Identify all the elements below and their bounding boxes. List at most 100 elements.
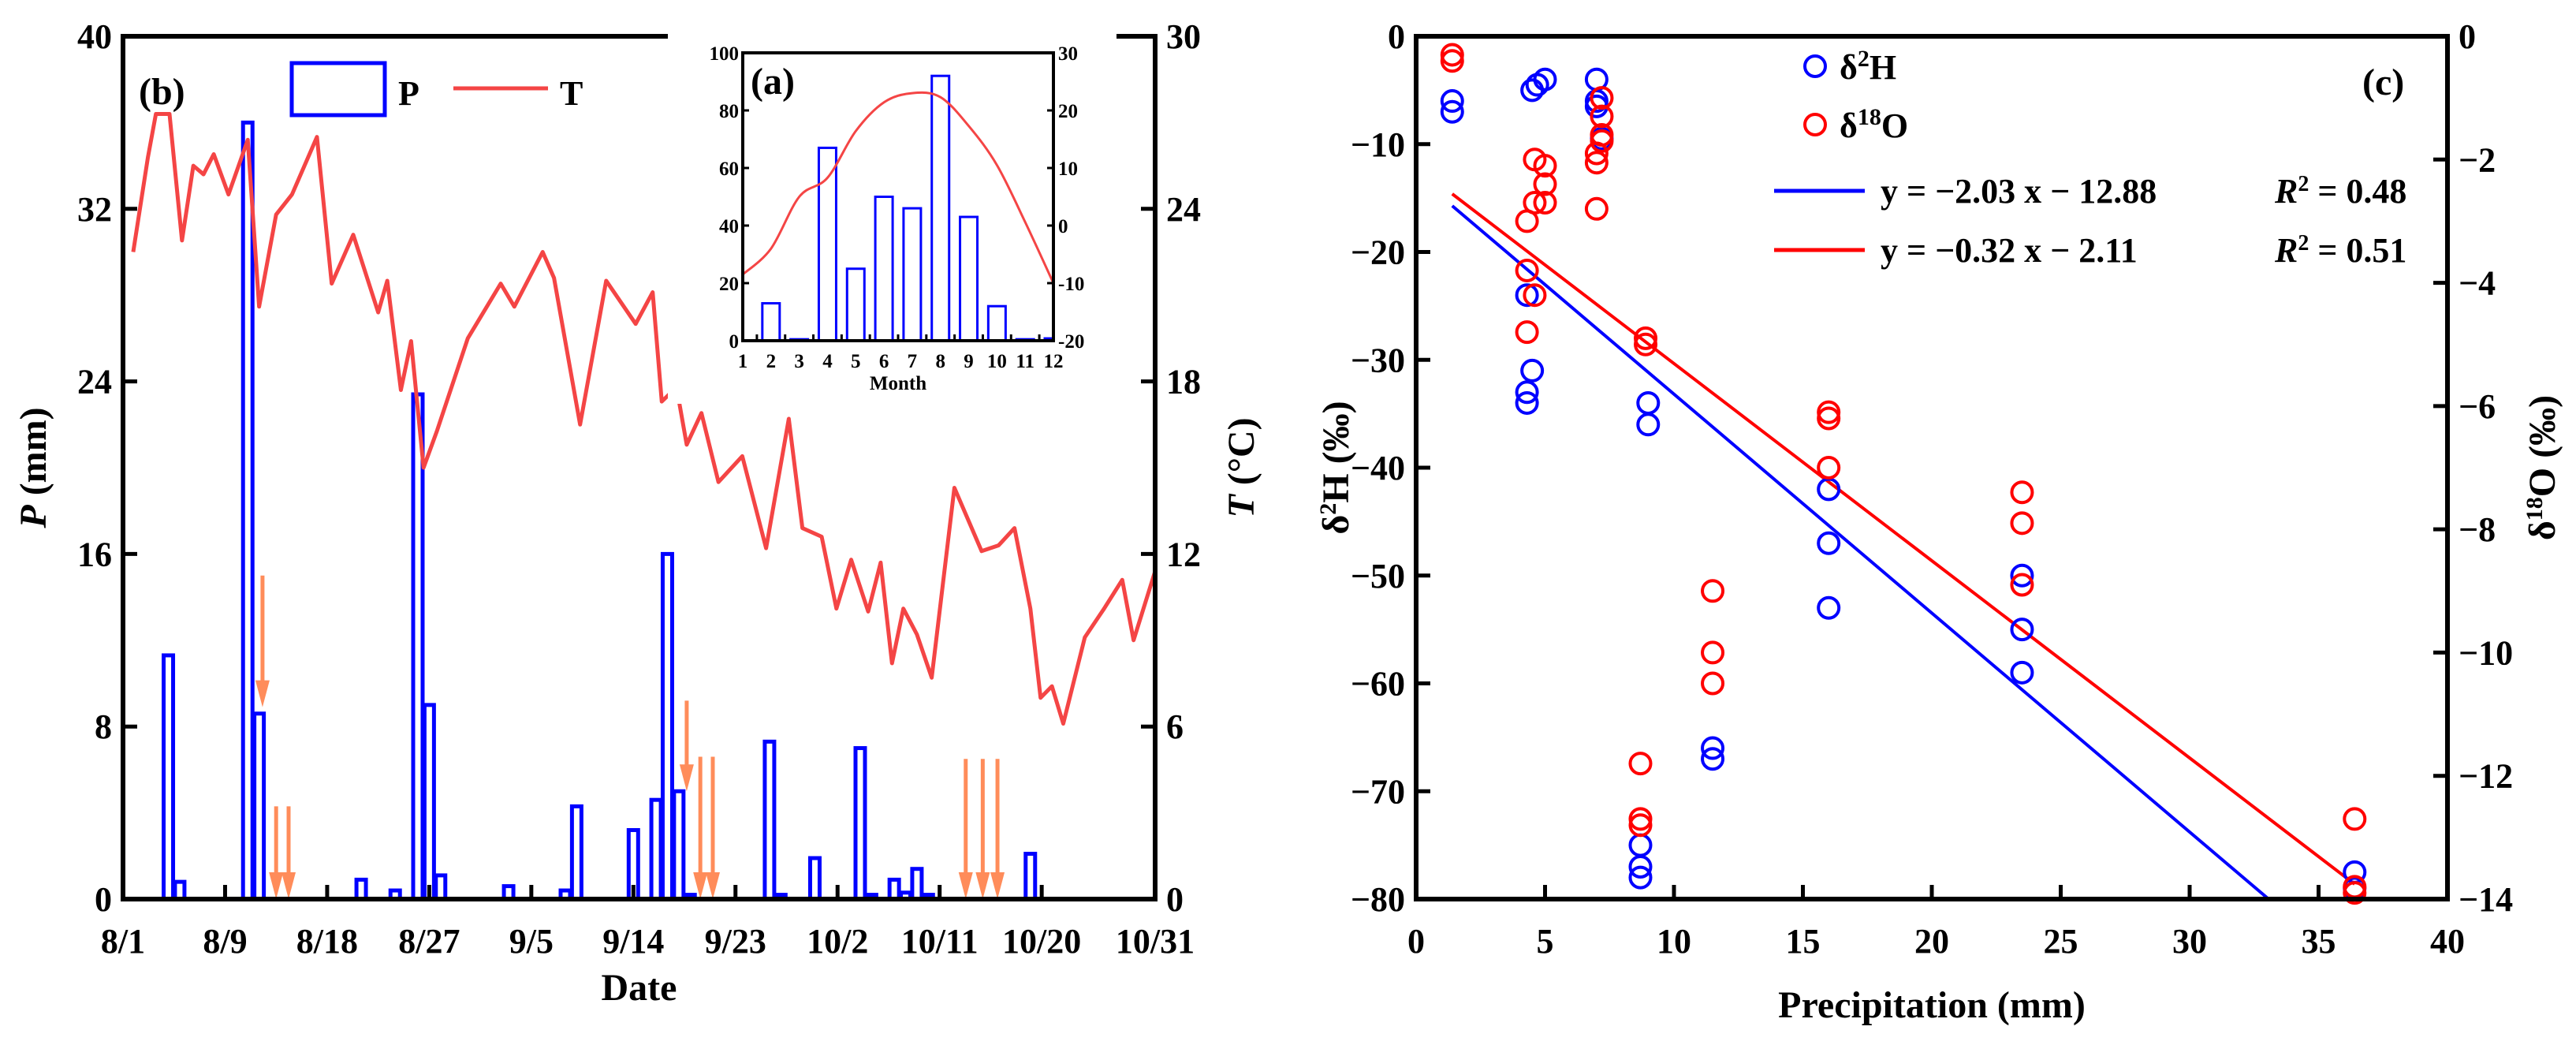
x-tick-label: 8/1	[101, 922, 145, 961]
y-tick-label: −70	[1351, 772, 1405, 811]
y-tick-label: 24	[77, 363, 112, 401]
scatter-point	[1520, 358, 1545, 383]
inset-precip-bar	[986, 304, 1007, 342]
y-tick-label: −50	[1351, 557, 1405, 595]
legend-d2h-label-delta: δ	[1840, 48, 1858, 87]
y2-tick-label: −2	[2459, 140, 2496, 179]
arrow-head	[255, 680, 270, 707]
precip-bar	[173, 879, 187, 901]
y2-axis-title-unit: (°C)	[1221, 417, 1262, 495]
plot-frame-b	[121, 34, 1158, 901]
arrow-head	[281, 872, 296, 899]
scatter-point	[1533, 190, 1557, 215]
inset-precip-bar	[959, 215, 979, 342]
inset-x-tick-label: 4	[822, 351, 833, 372]
y-tick-label: 16	[77, 535, 112, 573]
precip-bar	[569, 804, 583, 901]
sampling-arrow	[269, 806, 284, 899]
scatter-point	[2343, 881, 2367, 905]
scatter-point	[1590, 129, 1614, 153]
y-tick-label: 0	[1388, 17, 1405, 56]
y-axis-title-rest: H (‰)	[1315, 401, 1357, 502]
legend-t-label: T	[560, 74, 583, 113]
scatter-point	[1590, 86, 1614, 110]
x-tick-label: 0	[1407, 922, 1425, 961]
y2-tick-label: 6	[1166, 707, 1184, 746]
scatter-point	[1440, 43, 1464, 67]
x-tick-label: 8/27	[398, 922, 460, 961]
legend-d18o-label: δ18O	[1840, 104, 1908, 146]
scatter-point	[2010, 511, 2034, 536]
panel-c: 0 5 10 15 20 25 30 35 40−80−70−60−50−40−30−20−10…	[1315, 17, 2564, 1026]
precip-bar	[240, 120, 255, 901]
inset-x-tick-label: 2	[766, 351, 777, 372]
arrow-head	[269, 872, 284, 899]
legend-d18o-label-delta: δ	[1840, 106, 1858, 145]
y-tick-label: −80	[1351, 880, 1405, 919]
inset-x-tick-label: 8	[935, 351, 945, 372]
inset-y2-tick-label: 0	[1058, 216, 1068, 237]
scatter-point	[1628, 854, 1653, 879]
scatter-point	[1701, 736, 1725, 760]
scatter-point	[1533, 67, 1557, 91]
y-axis-title-delta: δ	[1315, 515, 1357, 535]
inset-x-tick-label: 1	[738, 351, 748, 372]
scatter-point	[1515, 390, 1539, 415]
scatter-point	[1628, 807, 1653, 831]
y2-tick-label: −12	[2459, 757, 2513, 796]
inset-precip-bar	[874, 196, 894, 342]
precip-bar	[660, 551, 674, 901]
inset-y-tick-label: 0	[729, 331, 740, 353]
inset-x-tick-label: 9	[964, 351, 974, 372]
y-tick-label: −40	[1351, 449, 1405, 487]
y2-tick-label: 0	[2459, 17, 2476, 56]
y2-tick-label: −8	[2459, 510, 2496, 549]
x-tick-label: 30	[2172, 922, 2207, 961]
regression-line	[1451, 204, 2271, 901]
inset-x-tick-label: 11	[1016, 351, 1035, 372]
y-axis-title-unit: (mm)	[13, 407, 54, 505]
precip-bar	[887, 877, 901, 901]
arrow-head	[958, 872, 973, 899]
y2-axis-title: δ18O (‰)	[2522, 395, 2564, 540]
sampling-arrow	[958, 759, 973, 899]
inset-y2-tick-label: 10	[1058, 159, 1078, 180]
x-tick-label: 8/9	[203, 922, 247, 961]
arrow-head	[706, 872, 720, 899]
precip-bars	[162, 120, 1038, 901]
y2-tick-label: −10	[2459, 633, 2513, 672]
scatter-point	[1515, 283, 1539, 308]
precip-bar	[411, 392, 425, 901]
scatter-point	[2010, 563, 2034, 588]
x-tick-label: 9/14	[602, 922, 664, 961]
panel-a-inset: 1 2 3 4 5 6 7 8 9 10 11 12020406080100-20-100102030…	[668, 29, 1117, 404]
scatter-point	[1628, 752, 1653, 776]
regression-line	[1451, 192, 2356, 886]
panel-label-b: (b)	[139, 71, 185, 113]
sampling-arrow	[679, 700, 694, 792]
precip-bar	[910, 867, 924, 901]
inset-y-tick-label: 60	[719, 159, 739, 180]
r2-sup: 2	[2298, 172, 2309, 196]
inset-y-tick-label: 100	[710, 43, 740, 65]
scatter-point	[1817, 400, 1841, 424]
x-tick-label: 10/31	[1116, 922, 1195, 961]
y-tick-label: −20	[1351, 233, 1405, 272]
inset-y2-tick-label: 30	[1058, 43, 1078, 65]
scatter-point	[1520, 78, 1545, 103]
y-tick-label: −60	[1351, 665, 1405, 704]
precip-bar	[672, 789, 686, 901]
precip-bar	[853, 746, 867, 901]
precip-bar	[422, 703, 436, 901]
scatter-point	[1701, 579, 1725, 603]
x-axis-title: Precipitation (mm)	[1778, 984, 2086, 1026]
legend-p-swatch	[289, 61, 387, 118]
inset-y-tick-label: 40	[719, 216, 739, 237]
inset-x-axis-title: Month	[870, 373, 926, 394]
legend-d2h-label-rest: H	[1870, 48, 1896, 87]
precip-bar	[762, 739, 777, 901]
precip-bar	[354, 877, 368, 901]
scatter-point	[1817, 531, 1841, 555]
